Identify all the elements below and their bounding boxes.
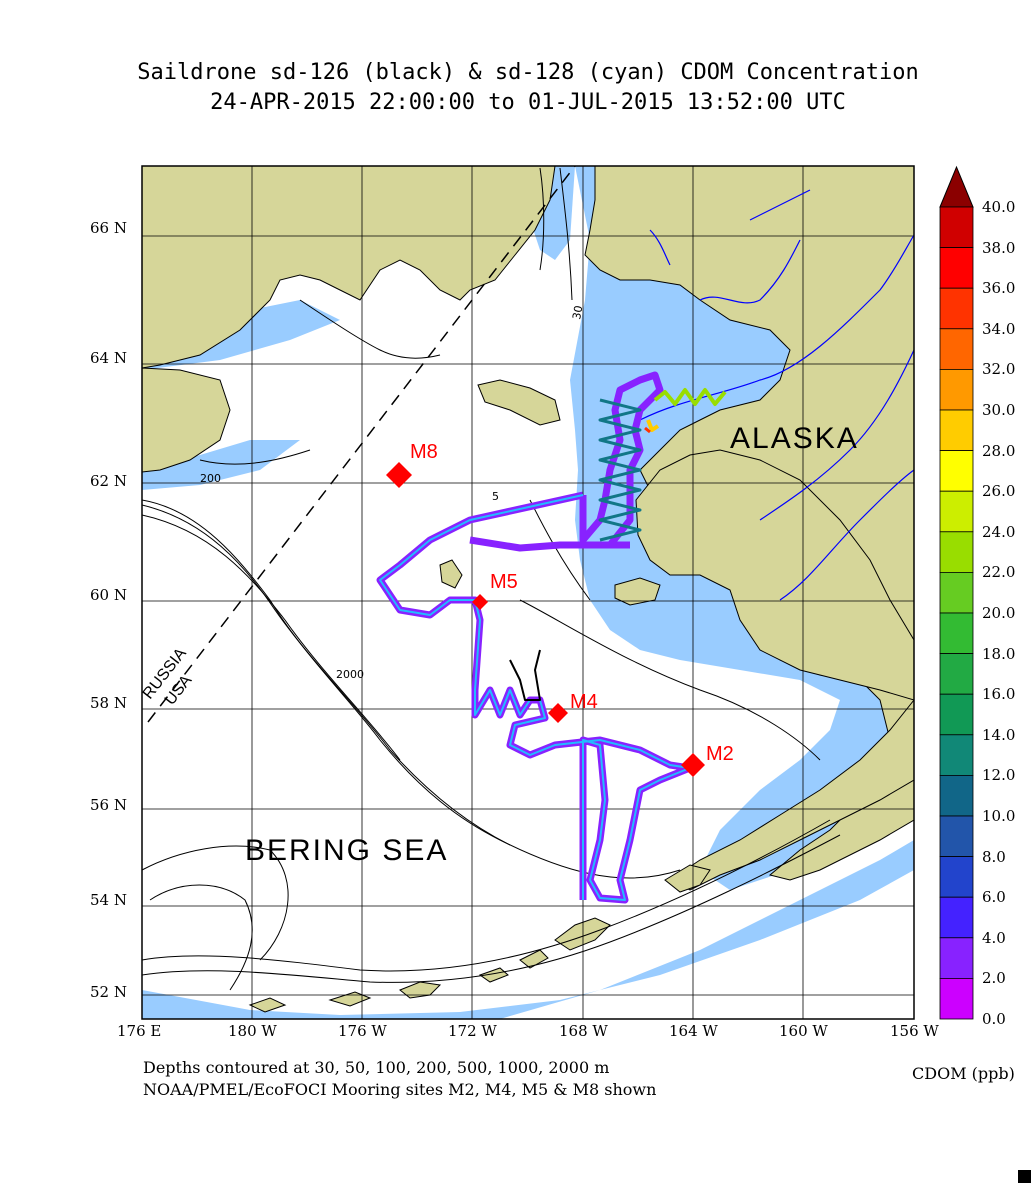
colorbar-swatch — [939, 856, 974, 898]
title-line-1: Saildrone sd-126 (black) & sd-128 (cyan)… — [137, 60, 919, 85]
lon-label-168w: 168 W — [559, 1022, 608, 1040]
colorbar-swatch — [939, 368, 974, 411]
depth-contours — [142, 167, 841, 991]
lat-label-60: 60 N — [90, 586, 127, 604]
colorbar-tick-label: 12.0 — [982, 766, 1016, 785]
lat-label-56: 56 N — [90, 796, 127, 814]
lat-label-52: 52 N — [90, 983, 127, 1001]
colorbar-tick-label: 18.0 — [982, 644, 1016, 663]
lon-label-172w: 172 W — [448, 1022, 497, 1040]
region-bering-sea: BERING SEA — [245, 834, 448, 867]
colorbar-tick-label: 28.0 — [982, 441, 1016, 460]
contour-label-200: 200 — [200, 472, 221, 485]
colorbar-swatch — [939, 206, 974, 248]
land-st-matthew — [439, 559, 463, 589]
lon-label-176e: 176 E — [117, 1022, 162, 1040]
colorbar — [939, 165, 974, 1020]
contour-label-2000: 2000 — [336, 668, 364, 681]
colorbar-tick-label: 40.0 — [982, 198, 1016, 216]
colorbar-tick-label: 22.0 — [982, 563, 1016, 582]
lon-label-176w: 176 W — [338, 1022, 387, 1040]
colorbar-swatch — [939, 531, 974, 573]
colorbar-tick-label: 32.0 — [982, 360, 1016, 379]
colorbar-swatch — [939, 775, 974, 817]
land-kuskokwim — [635, 449, 914, 701]
contour-label-30: 30 — [570, 304, 585, 320]
mooring-m5-marker — [472, 594, 488, 610]
colorbar-swatch — [939, 450, 974, 492]
colorbar-label: CDOM (ppb) — [912, 1064, 1015, 1083]
mooring-m2-label: M2 — [706, 743, 734, 765]
title-line-2: 24-APR-2015 22:00:00 to 01-JUL-2015 13:5… — [210, 90, 846, 115]
colorbar-swatch — [939, 612, 974, 654]
mooring-markers — [386, 462, 705, 777]
corner-square — [1018, 1170, 1031, 1183]
colorbar-swatch — [939, 693, 974, 736]
colorbar-tick-label: 30.0 — [982, 401, 1016, 419]
footer-line-1: Depths contoured at 30, 50, 100, 200, 50… — [143, 1058, 610, 1077]
lat-label-54: 54 N — [90, 891, 127, 909]
colorbar-tick-label: 4.0 — [982, 928, 1006, 947]
lat-label-64: 64 N — [90, 349, 127, 367]
colorbar-tick-label: 10.0 — [982, 807, 1016, 825]
lon-label-160w: 160 W — [779, 1022, 828, 1040]
track-sd-126 — [376, 371, 727, 904]
colorbar-tick-label: 38.0 — [982, 238, 1016, 257]
land-aleutians — [248, 864, 711, 1013]
colorbar-tick-label: 24.0 — [982, 522, 1016, 541]
mooring-m2-marker — [681, 753, 705, 777]
lon-label-156w: 156 W — [890, 1022, 939, 1040]
map-frame — [141, 165, 915, 1020]
colorbar-swatch — [939, 490, 974, 533]
colorbar-tick-label: 16.0 — [982, 685, 1016, 704]
colorbar-swatch — [939, 978, 974, 1020]
colorbar-swatch — [939, 247, 974, 289]
colorbar-swatch — [939, 734, 974, 776]
region-alaska: ALASKA — [730, 422, 859, 455]
colorbar-tick-label: 20.0 — [982, 604, 1016, 622]
colorbar-tick-label: 26.0 — [982, 482, 1016, 501]
mooring-m4-marker — [548, 703, 568, 723]
colorbar-tick-label: 6.0 — [982, 888, 1006, 907]
colorbar-tick-label: 14.0 — [982, 725, 1016, 744]
land-chukotka-south — [142, 367, 231, 473]
colorbar-tick-label: 2.0 — [982, 969, 1006, 988]
lat-label-62: 62 N — [90, 472, 127, 490]
maritime-boundary — [147, 166, 576, 723]
colorbar-swatch — [939, 572, 974, 614]
colorbar-swatch — [939, 287, 974, 330]
land-chukotka — [142, 166, 556, 369]
colorbar-tick-label: 0.0 — [982, 1010, 1006, 1028]
lat-label-66: 66 N — [90, 219, 127, 237]
mooring-m5-label: M5 — [490, 571, 518, 593]
colorbar-swatch — [939, 328, 974, 370]
colorbar-tick-label: 34.0 — [982, 319, 1016, 338]
colorbar-tick-label: 36.0 — [982, 279, 1016, 298]
colorbar-overflow-triangle — [939, 165, 974, 208]
lon-label-180w: 180 W — [228, 1022, 277, 1040]
footer-line-2: NOAA/PMEL/EcoFOCI Mooring sites M2, M4, … — [143, 1080, 657, 1099]
map-area — [142, 166, 914, 1019]
mooring-m8-marker — [386, 462, 412, 488]
contour-label-5: 5 — [492, 490, 499, 503]
colorbar-swatch — [939, 896, 974, 939]
colorbar-swatch — [939, 653, 974, 695]
land-st-lawrence — [477, 379, 561, 426]
shelf-aleutian — [142, 840, 914, 1019]
colorbar-tick-label: 8.0 — [982, 847, 1006, 866]
mooring-m4-label: M4 — [570, 691, 598, 713]
lon-label-164w: 164 W — [669, 1022, 718, 1040]
colorbar-swatch — [939, 409, 974, 451]
land-nunivak — [614, 577, 661, 606]
colorbar-swatch — [939, 815, 974, 857]
lat-label-58: 58 N — [90, 694, 127, 712]
mooring-m8-label: M8 — [410, 441, 438, 463]
shelf-russia-north — [142, 440, 300, 490]
colorbar-swatch — [939, 937, 974, 979]
